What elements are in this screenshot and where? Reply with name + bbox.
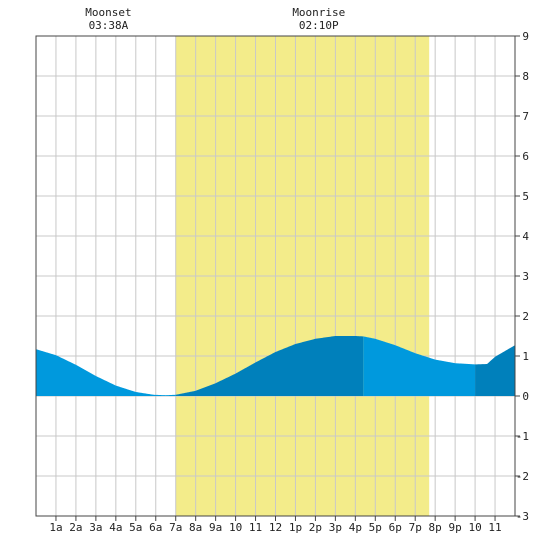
x-tick-label: 12 bbox=[269, 521, 282, 534]
x-tick-label: 7p bbox=[409, 521, 422, 534]
tide-area-segment bbox=[36, 349, 176, 396]
y-tick-label: 1 bbox=[522, 350, 529, 363]
moon-annotations: Moonset 03:38A Moonrise 02:10P bbox=[85, 6, 345, 32]
x-tick-label: 1p bbox=[289, 521, 302, 534]
x-tick-label: 10 bbox=[468, 521, 481, 534]
x-axis-ticks: 1a 2a 3a 4a 5a 6a 7a 8a 9a 10 11 12 1p 2p 3p 4p 5p 6p 7p 8p… bbox=[49, 516, 502, 534]
y-tick-label: 2 bbox=[522, 310, 529, 323]
y-axis-ticks: -3 -2 -1 0 1 2 3 4 5 6 7 8 9 bbox=[515, 30, 529, 523]
x-tick-label: 4a bbox=[109, 521, 122, 534]
x-tick-label: 5a bbox=[129, 521, 142, 534]
y-tick-label: 9 bbox=[522, 30, 529, 43]
moonset-label: Moonset bbox=[85, 6, 131, 19]
y-tick-label: 8 bbox=[522, 70, 529, 83]
y-tick-label: 7 bbox=[522, 110, 529, 123]
moonrise-time: 02:10P bbox=[299, 19, 339, 32]
tide-area-segment bbox=[175, 336, 364, 396]
y-tick-label: -1 bbox=[516, 430, 529, 443]
tide-area-segment bbox=[475, 345, 515, 396]
x-tick-label: 6a bbox=[149, 521, 162, 534]
x-tick-label: 1a bbox=[49, 521, 62, 534]
x-tick-label: 8p bbox=[429, 521, 442, 534]
tide-area-layer bbox=[36, 336, 515, 396]
x-tick-label: 3a bbox=[89, 521, 102, 534]
gridlines bbox=[36, 36, 515, 516]
y-tick-label: -3 bbox=[516, 510, 529, 523]
moonset-time: 03:38A bbox=[89, 19, 129, 32]
y-tick-label: 6 bbox=[522, 150, 529, 163]
x-tick-label: 5p bbox=[369, 521, 382, 534]
y-tick-label: 0 bbox=[522, 390, 529, 403]
x-tick-label: 6p bbox=[389, 521, 402, 534]
x-tick-label: 11 bbox=[249, 521, 262, 534]
x-tick-label: 9p bbox=[449, 521, 462, 534]
tide-area-segment bbox=[363, 336, 476, 396]
x-tick-label: 11 bbox=[488, 521, 501, 534]
x-tick-label: 8a bbox=[189, 521, 202, 534]
y-tick-label: 5 bbox=[522, 190, 529, 203]
x-tick-label: 9a bbox=[209, 521, 222, 534]
y-tick-label: 3 bbox=[522, 270, 529, 283]
x-tick-label: 4p bbox=[349, 521, 362, 534]
x-tick-label: 2a bbox=[69, 521, 82, 534]
moonrise-label: Moonrise bbox=[292, 6, 345, 19]
x-tick-label: 7a bbox=[169, 521, 182, 534]
y-tick-label: -2 bbox=[516, 470, 529, 483]
x-tick-label: 10 bbox=[229, 521, 242, 534]
y-tick-label: 4 bbox=[522, 230, 529, 243]
x-tick-label: 3p bbox=[329, 521, 342, 534]
x-tick-label: 2p bbox=[309, 521, 322, 534]
